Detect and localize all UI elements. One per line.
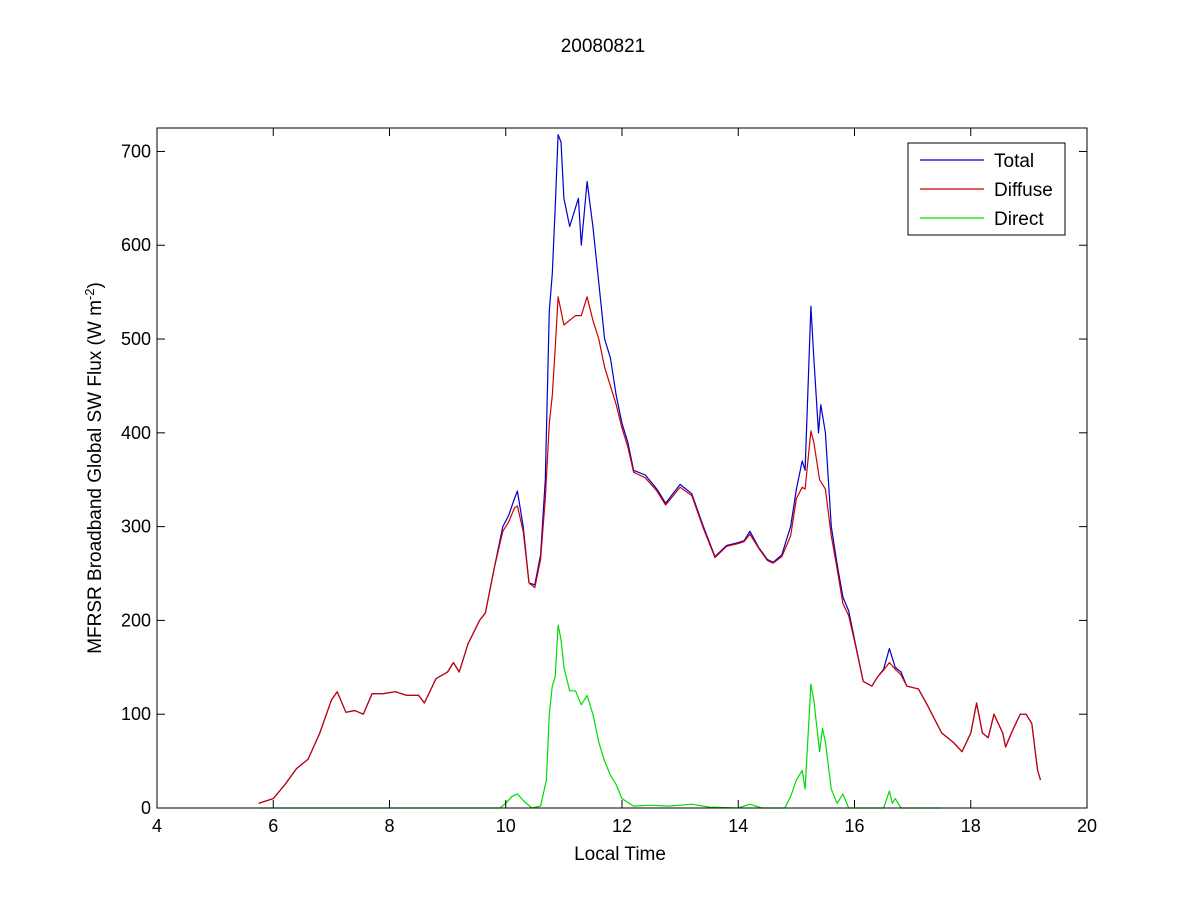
- y-tick-label: 300: [121, 517, 151, 537]
- y-axis-label-close: ): [85, 282, 106, 288]
- y-axis-label: MFRSR Broadband Global SW Flux (W m-2): [82, 282, 106, 654]
- x-tick-label: 18: [961, 816, 981, 836]
- legend-label-total: Total: [994, 151, 1034, 172]
- series-line-direct: [258, 624, 942, 809]
- y-tick-label: 100: [121, 704, 151, 724]
- x-tick-label: 20: [1077, 816, 1097, 836]
- x-tick-label: 4: [152, 816, 162, 836]
- x-tick-label: 6: [268, 816, 278, 836]
- plot-area: [157, 128, 1087, 808]
- y-tick-label: 0: [141, 798, 151, 818]
- legend-label-diffuse: Diffuse: [994, 180, 1053, 201]
- x-tick-label: 14: [728, 816, 748, 836]
- legend-entries: Total Diffuse Direct: [920, 151, 1053, 230]
- chart-title: 20080821: [561, 36, 646, 57]
- y-axis-label-main: MFRSR Broadband Global SW Flux (W m: [85, 300, 106, 654]
- y-tick-label: 500: [121, 329, 151, 349]
- y-axis-label-superscript: -2: [82, 289, 97, 301]
- series-line-diffuse: [258, 296, 1042, 804]
- x-axis-label: Local Time: [574, 844, 666, 865]
- x-tick-label: 12: [612, 816, 632, 836]
- x-axis: 4 6 8 10 12 14 16 18 20: [152, 128, 1097, 836]
- y-tick-label: 600: [121, 235, 151, 255]
- legend: Total Diffuse Direct: [907, 142, 1066, 236]
- y-axis: 0 100 200 300 400 500 600 700: [121, 141, 1087, 818]
- x-tick-label: 16: [844, 816, 864, 836]
- x-tick-label: 8: [384, 816, 394, 836]
- series-layer: [258, 134, 1042, 809]
- y-tick-label: 400: [121, 423, 151, 443]
- x-tick-label: 10: [496, 816, 516, 836]
- legend-label-direct: Direct: [994, 209, 1044, 230]
- y-tick-label: 200: [121, 610, 151, 630]
- y-tick-label: 700: [121, 141, 151, 161]
